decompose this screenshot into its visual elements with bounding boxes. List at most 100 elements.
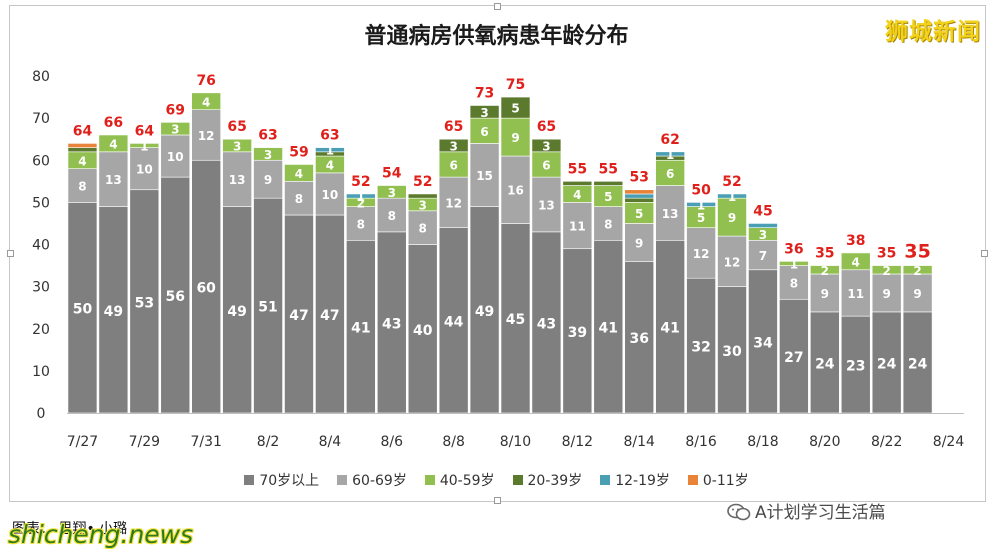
data-label: 43 <box>382 316 401 332</box>
bar-segment <box>902 265 933 275</box>
bar-segment <box>624 197 655 203</box>
resize-handle-bottom[interactable] <box>494 497 501 504</box>
data-label: 34 <box>753 335 773 351</box>
total-label: 73 <box>475 85 494 101</box>
bar-segment <box>717 235 747 287</box>
total-label: 50 <box>691 182 711 198</box>
data-label: 3 <box>542 140 550 154</box>
total-label: 63 <box>258 128 277 144</box>
bar-segment <box>222 138 252 153</box>
x-tick-label: 7/29 <box>129 434 160 450</box>
data-label: 3 <box>171 123 179 137</box>
bar-segment <box>686 227 716 279</box>
data-label: 56 <box>166 289 185 305</box>
legend-swatch <box>337 475 348 485</box>
y-tick-label: 10 <box>32 364 50 380</box>
bar-segment <box>840 315 871 414</box>
data-label: 9 <box>264 173 272 187</box>
legend-swatch <box>512 475 523 485</box>
bar-segment <box>655 151 685 157</box>
data-label: 40 <box>413 323 433 339</box>
data-label: 1 <box>326 144 334 158</box>
total-label: 38 <box>846 233 865 249</box>
chart-legend: 70岁以上 60-69岁 40-59岁 20-39岁 12-19岁 0-11岁 <box>0 470 993 490</box>
data-label: 47 <box>320 308 339 324</box>
bar-segment <box>500 96 531 119</box>
total-label: 63 <box>320 128 339 144</box>
data-label: 13 <box>662 207 679 221</box>
data-label: 8 <box>419 222 427 236</box>
data-label: 3 <box>759 228 767 242</box>
data-label: 12 <box>445 196 462 210</box>
data-label: 10 <box>167 150 184 164</box>
data-label: 4 <box>109 137 117 151</box>
total-label: 75 <box>506 77 525 93</box>
bar-segment <box>98 134 129 153</box>
data-label: 3 <box>449 140 457 154</box>
bar-segment <box>717 286 747 414</box>
bar-segment <box>129 143 160 148</box>
resize-handle-top[interactable] <box>494 3 501 10</box>
data-label: 9 <box>913 287 921 301</box>
total-label: 66 <box>104 115 123 131</box>
wechat-label: A计划学习生活篇 <box>755 503 886 523</box>
data-label: 24 <box>908 356 928 372</box>
chart-title: 普通病房供氧病患年龄分布 <box>364 24 629 49</box>
data-label: 13 <box>105 173 122 187</box>
bar-segment <box>67 147 98 153</box>
data-label: 4 <box>852 255 860 269</box>
data-label: 4 <box>326 158 334 172</box>
bar-segment <box>748 223 778 228</box>
data-label: 1 <box>666 148 674 162</box>
legend-item: 60-69岁 <box>337 470 407 490</box>
total-label: 76 <box>196 73 215 89</box>
legend-item: 12-19岁 <box>600 470 670 490</box>
bar-segment <box>253 159 283 199</box>
data-label: 2 <box>913 264 921 278</box>
data-label: 5 <box>604 190 612 204</box>
x-tick-label: 8/2 <box>257 434 280 450</box>
bar-segment <box>871 311 902 414</box>
wechat-source: A计划学习生活篇 <box>727 498 886 523</box>
data-label: 10 <box>136 163 153 177</box>
data-label: 49 <box>104 304 123 320</box>
x-tick-label: 8/14 <box>623 434 655 450</box>
bar-segment <box>407 244 438 414</box>
data-label: 1 <box>790 257 798 271</box>
bar-segment <box>748 239 778 271</box>
legend-item: 20-39岁 <box>512 470 583 490</box>
bar-segment <box>376 185 407 199</box>
x-tick-label: 8/16 <box>685 434 717 450</box>
bar-segment <box>717 193 747 199</box>
total-label: 52 <box>351 174 370 190</box>
total-label: 69 <box>166 102 185 118</box>
bar-segment <box>98 151 129 207</box>
bar-segment <box>655 159 685 186</box>
data-label: 8 <box>388 209 396 223</box>
bar-segment <box>624 223 655 262</box>
total-label: 65 <box>227 119 246 135</box>
x-tick-label: 8/10 <box>500 434 531 450</box>
data-label: 10 <box>322 188 339 202</box>
bar-segment <box>624 189 655 195</box>
bar-segment <box>67 202 98 414</box>
legend-item: 70岁以上 <box>244 470 319 490</box>
total-label: 59 <box>289 144 308 160</box>
bar-segment <box>840 269 871 317</box>
bar-segment <box>315 172 345 216</box>
bar-segment <box>469 206 500 414</box>
resize-handle-right[interactable] <box>981 250 988 257</box>
data-label: 50 <box>73 302 93 318</box>
bar-segment <box>469 105 500 119</box>
bar-segment <box>438 138 469 153</box>
bar-segment <box>222 206 252 414</box>
bar-segment <box>840 252 871 271</box>
bar-segment <box>748 269 778 414</box>
resize-handle-left[interactable] <box>7 250 14 257</box>
data-label: 45 <box>506 312 525 328</box>
legend-label: 40-59岁 <box>439 473 495 489</box>
data-label: 3 <box>480 106 488 120</box>
legend-label: 20-39岁 <box>527 473 583 489</box>
bar-segment <box>129 147 160 191</box>
chart-caption: 图表： 思翔• 小璐 <box>12 521 128 537</box>
